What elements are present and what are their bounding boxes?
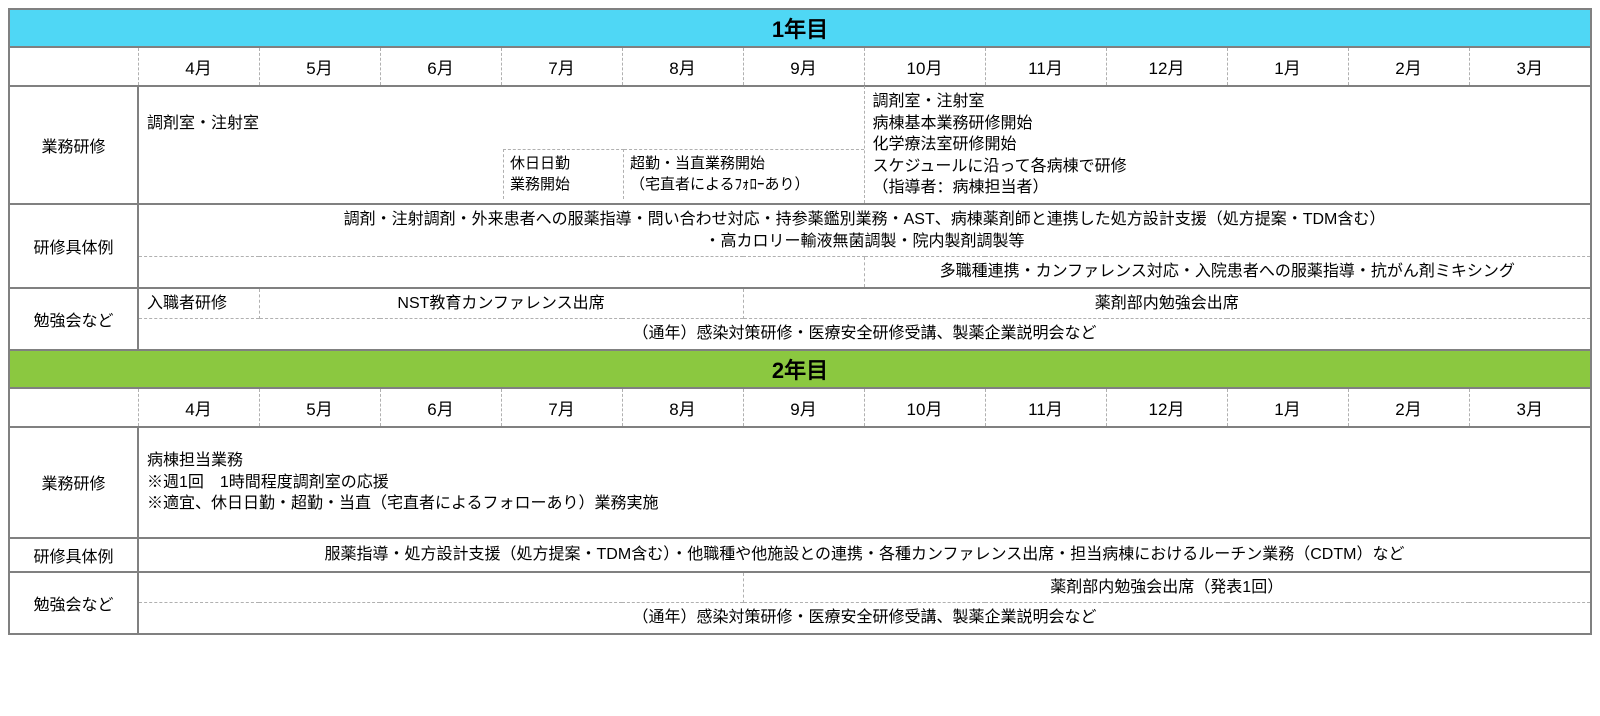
year2-header: 2年目 bbox=[10, 349, 1590, 389]
year1-header: 1年目 bbox=[10, 10, 1590, 48]
year2-months-row: 4月 5月 6月 7月 8月 9月 10月 11月 12月 1月 2月 3月 bbox=[10, 389, 1590, 427]
month-cell: 4月 bbox=[138, 48, 259, 86]
row-label-gyomu: 業務研修 bbox=[10, 86, 138, 204]
schedule-table: 1年目 4月 5月 6月 7月 8月 9月 10月 11月 12月 1月 2月 … bbox=[8, 8, 1592, 635]
year1-table: 4月 5月 6月 7月 8月 9月 10月 11月 12月 1月 2月 3月 業… bbox=[10, 48, 1590, 349]
month-cell: 7月 bbox=[501, 48, 622, 86]
year1-months-row: 4月 5月 6月 7月 8月 9月 10月 11月 12月 1月 2月 3月 bbox=[10, 48, 1590, 86]
month-cell: 2月 bbox=[1348, 48, 1469, 86]
y1-gyomu-right: 調剤室・注射室 病棟基本業務研修開始 化学療法室研修開始 スケジュールに沿って各… bbox=[864, 86, 1590, 204]
row-label-gutairei: 研修具体例 bbox=[10, 204, 138, 288]
y1-gyomu-left-title: 調剤室・注射室 bbox=[147, 113, 856, 135]
month-cell: 11月 bbox=[985, 389, 1106, 427]
year1-benkyokai-row1: 勉強会など 入職者研修 NST教育カンファレンス出席 薬剤部内勉強会出席 bbox=[10, 288, 1590, 319]
month-cell: 12月 bbox=[1106, 48, 1227, 86]
y1-gutairei-1: 調剤・注射調剤・外来患者への服薬指導・問い合わせ対応・持参薬鑑別業務・AST、病… bbox=[138, 204, 1590, 257]
row-label-benkyokai: 勉強会など bbox=[10, 572, 138, 633]
month-cell: 12月 bbox=[1106, 389, 1227, 427]
y2-gyomu: 病棟担当業務 ※週1回 1時間程度調剤室の応援 ※適宜、休日日勤・超勤・当直（宅… bbox=[138, 427, 1590, 538]
month-cell: 9月 bbox=[743, 389, 864, 427]
y1-benkyo-d: （通年）感染対策研修・医療安全研修受講、製薬企業説明会など bbox=[138, 319, 1590, 349]
y1-gyomu-aug-sep: 超勤・当直業務開始 （宅直者によるﾌｫﾛｰあり） bbox=[624, 149, 864, 199]
year2-gutairei-row: 研修具体例 服薬指導・処方設計支援（処方提案・TDM含む）・他職種や他施設との連… bbox=[10, 538, 1590, 572]
y1-gutairei-2: 多職種連携・カンファレンス対応・入院患者への服薬指導・抗がん剤ミキシング bbox=[864, 257, 1590, 288]
row-label-gyomu: 業務研修 bbox=[10, 427, 138, 538]
month-cell: 5月 bbox=[259, 389, 380, 427]
year2-table: 4月 5月 6月 7月 8月 9月 10月 11月 12月 1月 2月 3月 業… bbox=[10, 389, 1590, 633]
month-cell: 5月 bbox=[259, 48, 380, 86]
month-cell: 6月 bbox=[380, 389, 501, 427]
month-cell: 7月 bbox=[501, 389, 622, 427]
month-cell: 1月 bbox=[1227, 48, 1348, 86]
row-label-gutairei: 研修具体例 bbox=[10, 538, 138, 572]
year2-benkyokai-row1: 勉強会など 薬剤部内勉強会出席（発表1回） bbox=[10, 572, 1590, 603]
month-cell: 8月 bbox=[622, 48, 743, 86]
row-label-benkyokai: 勉強会など bbox=[10, 288, 138, 349]
year1-benkyokai-row2: （通年）感染対策研修・医療安全研修受講、製薬企業説明会など bbox=[10, 319, 1590, 349]
y2-gutairei: 服薬指導・処方設計支援（処方提案・TDM含む）・他職種や他施設との連携・各種カン… bbox=[138, 538, 1590, 572]
y2-benkyo-a: 薬剤部内勉強会出席（発表1回） bbox=[743, 572, 1590, 603]
y1-benkyo-a: 入職者研修 bbox=[138, 288, 259, 319]
month-cell: 10月 bbox=[864, 48, 985, 86]
month-cell: 8月 bbox=[622, 389, 743, 427]
y1-benkyo-b: NST教育カンファレンス出席 bbox=[259, 288, 743, 319]
year2-benkyokai-row2: （通年）感染対策研修・医療安全研修受講、製薬企業説明会など bbox=[10, 603, 1590, 633]
month-cell: 10月 bbox=[864, 389, 985, 427]
month-cell: 4月 bbox=[138, 389, 259, 427]
year2-gyomu-row: 業務研修 病棟担当業務 ※週1回 1時間程度調剤室の応援 ※適宜、休日日勤・超勤… bbox=[10, 427, 1590, 538]
month-cell: 2月 bbox=[1348, 389, 1469, 427]
month-cell: 3月 bbox=[1469, 389, 1590, 427]
month-cell: 6月 bbox=[380, 48, 501, 86]
year1-gutairei-row2: 多職種連携・カンファレンス対応・入院患者への服薬指導・抗がん剤ミキシング bbox=[10, 257, 1590, 288]
month-cell: 9月 bbox=[743, 48, 864, 86]
month-cell: 11月 bbox=[985, 48, 1106, 86]
y1-gyomu-july: 休日日勤 業務開始 bbox=[503, 149, 624, 199]
y1-benkyo-c: 薬剤部内勉強会出席 bbox=[743, 288, 1590, 319]
y2-benkyo-b: （通年）感染対策研修・医療安全研修受講、製薬企業説明会など bbox=[138, 603, 1590, 633]
month-cell: 1月 bbox=[1227, 389, 1348, 427]
year1-gutairei-row1: 研修具体例 調剤・注射調剤・外来患者への服薬指導・問い合わせ対応・持参薬鑑別業務… bbox=[10, 204, 1590, 257]
month-cell: 3月 bbox=[1469, 48, 1590, 86]
